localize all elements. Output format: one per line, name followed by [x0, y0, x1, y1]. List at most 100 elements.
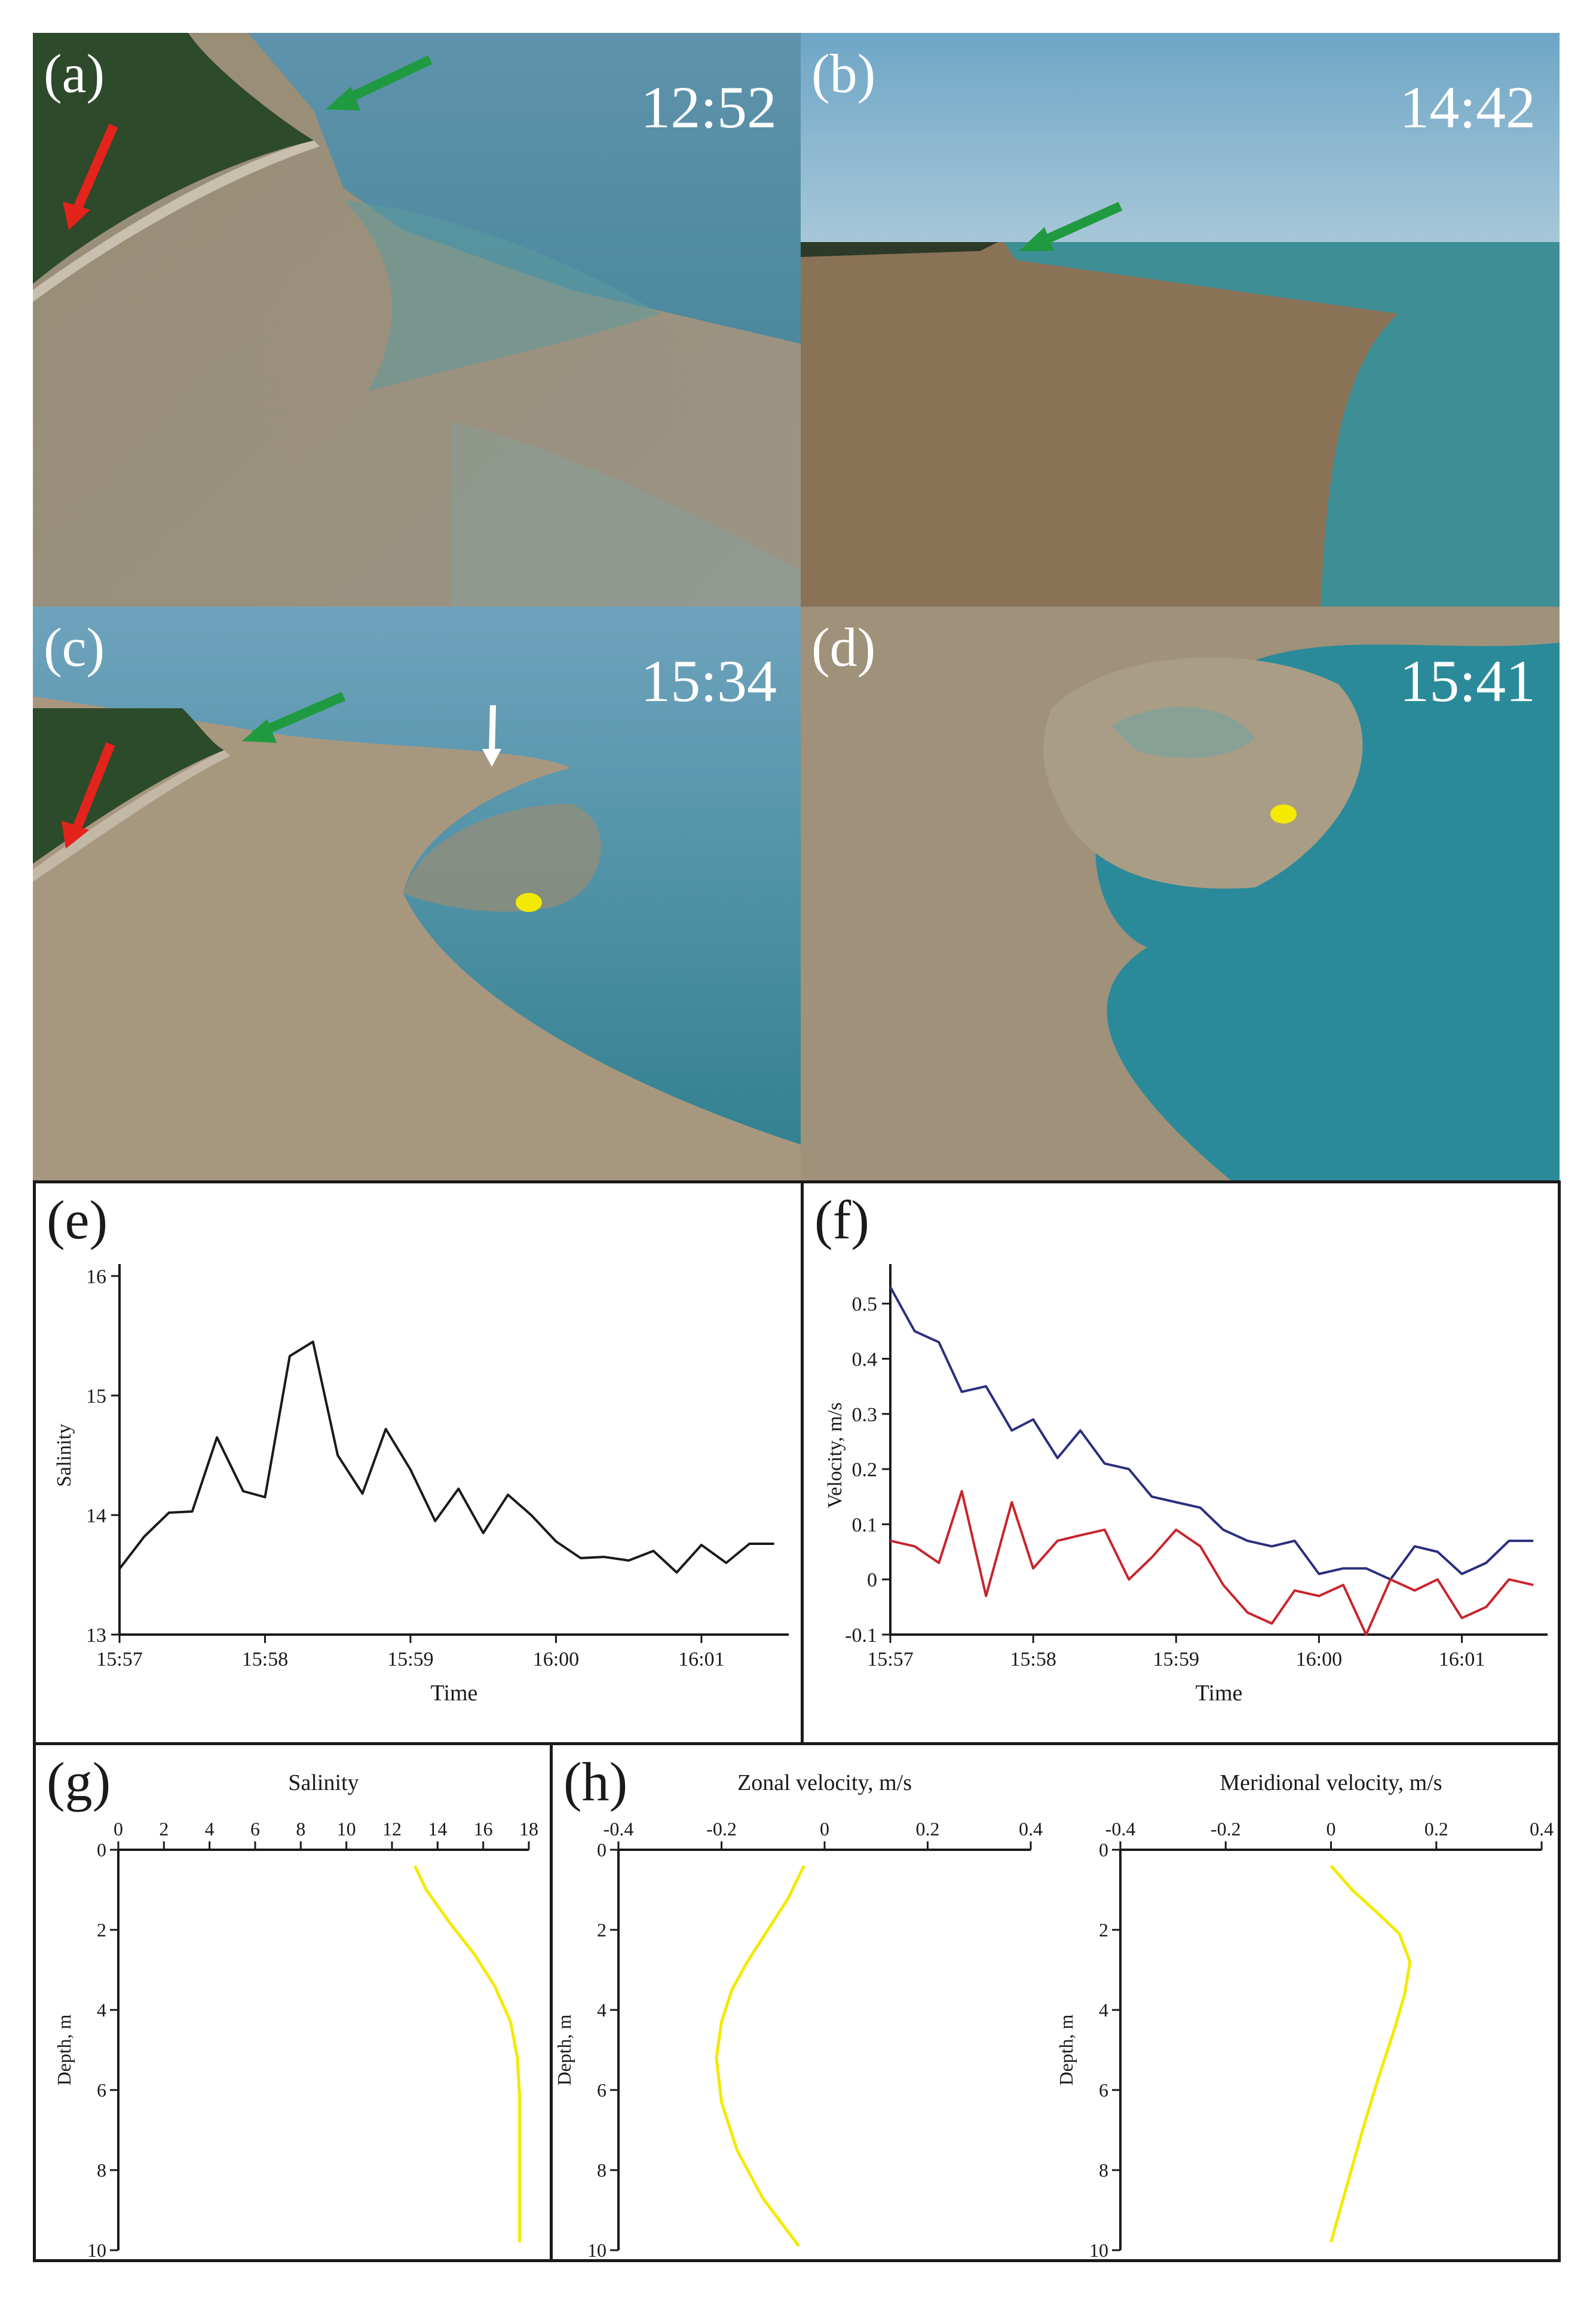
- x-tick-label: -0.4: [1105, 1818, 1136, 1840]
- velocity-time-series-chart: -0.1 0 0.1 0.2 0.3 0.4 0.5 15:57 15:58 15:59 16:00…: [814, 1189, 1548, 1706]
- y-tick-label: 0.4: [852, 1348, 878, 1370]
- measurement-point-marker: [1270, 804, 1297, 824]
- y-tick-label: 2: [97, 1919, 106, 1941]
- measurement-point-marker: [516, 893, 542, 912]
- series-line: [118, 1341, 774, 1574]
- x-tick-label: 16: [474, 1818, 493, 1840]
- y-tick-label: 10: [87, 2239, 106, 2259]
- x-tick-label: 16:01: [1439, 1648, 1485, 1670]
- x-tick-label: 12: [382, 1818, 402, 1840]
- y-tick-label: 8: [97, 2159, 106, 2181]
- arrows-c: [62, 691, 542, 912]
- y-tick-label: 0.3: [852, 1404, 878, 1426]
- chart-panel-f: -0.1 0 0.1 0.2 0.3 0.4 0.5 15:57 15:58 15:59 16:00…: [801, 1180, 1561, 1745]
- panel-label: (h): [563, 1751, 627, 1812]
- y-axis-title: Velocity, m/s: [824, 1402, 846, 1508]
- photo-d-scene: [801, 607, 1560, 1180]
- x-tick-label: 16:00: [1296, 1648, 1342, 1670]
- chart-panel-h: -0.4 -0.2 0 0.2 0.4 0 2 4 6 8 10 Zonal velocity, m/…: [550, 1742, 1561, 2262]
- green-arrow-icon: [242, 691, 346, 743]
- x-tick-label: 15:58: [242, 1648, 288, 1670]
- y-tick-label: 0.5: [852, 1293, 878, 1315]
- timestamp-b: 14:42: [1399, 74, 1536, 140]
- x-tick-label: 0: [1327, 1818, 1336, 1840]
- x-tick-label: 16:01: [678, 1648, 724, 1670]
- y-tick-label: 14: [86, 1505, 106, 1527]
- series-line: [889, 1286, 1534, 1581]
- chart-title: Salinity: [288, 1770, 359, 1795]
- green-arrow-icon: [326, 55, 433, 111]
- panel-label: (f): [814, 1189, 869, 1250]
- photo-b-scene: [801, 33, 1560, 607]
- green-arrow-icon: [1019, 201, 1123, 251]
- timestamp-c: 15:34: [641, 648, 777, 714]
- x-tick-label: 15:57: [867, 1648, 913, 1670]
- y-tick-label: 15: [86, 1385, 106, 1407]
- y-axis-title: Depth, m: [53, 2014, 75, 2085]
- photo-a-scene: [33, 33, 801, 607]
- photo-a: (a) 12:52: [33, 33, 801, 607]
- y-axis-title: Depth, m: [1055, 2014, 1077, 2085]
- timestamp-a: 12:52: [641, 74, 777, 140]
- panel-label: (g): [47, 1751, 111, 1812]
- timestamp-d: 15:41: [1399, 648, 1536, 714]
- y-tick-label: 2: [597, 1919, 606, 1941]
- y-tick-label: 6: [1099, 2079, 1108, 2101]
- y-tick-label: 0: [867, 1569, 877, 1592]
- x-tick-label: 0.4: [1530, 1818, 1554, 1840]
- salinity-time-series-chart: 13 14 15 16 15:57 15:58 15:59 16:00 16:01 Time Sal…: [47, 1189, 789, 1706]
- x-tick-label: 0: [820, 1818, 829, 1840]
- y-tick-label: 16: [86, 1266, 106, 1288]
- chart-panel-g: 0 2 4 6 8 10 12 14 16 18 0 2 4 6 8 10 Salinity Depth, m (g…: [33, 1742, 553, 2262]
- y-tick-label: 6: [597, 2079, 606, 2101]
- x-tick-label: 0: [114, 1818, 123, 1840]
- photo-c-scene: [33, 607, 801, 1180]
- x-tick-label: 16:00: [533, 1648, 579, 1670]
- markers-d: [1270, 804, 1297, 824]
- y-tick-label: 6: [97, 2079, 106, 2101]
- x-tick-label: 0.2: [1425, 1818, 1448, 1840]
- chart-title: Zonal velocity, m/s: [737, 1770, 912, 1795]
- profile-line: [413, 1865, 522, 2242]
- panel-label-d: (d): [811, 617, 876, 678]
- x-tick-label: 14: [428, 1818, 447, 1840]
- arrows-a: [63, 55, 433, 230]
- red-arrow-icon: [62, 742, 115, 849]
- series-line: [890, 1490, 1534, 1636]
- chart-panel-e: 13 14 15 16 15:57 15:58 15:59 16:00 16:01 Time Sal…: [33, 1180, 804, 1745]
- y-axis-title: Salinity: [53, 1424, 75, 1487]
- x-tick-label: 2: [159, 1818, 169, 1840]
- x-axis-title: Time: [431, 1681, 478, 1706]
- x-tick-label: 10: [337, 1818, 356, 1840]
- x-tick-label: 4: [205, 1818, 215, 1840]
- y-tick-label: 8: [1099, 2159, 1108, 2181]
- y-tick-label: 0.1: [852, 1514, 878, 1536]
- arrows-b: [1019, 201, 1123, 251]
- y-tick-label: 8: [597, 2159, 606, 2181]
- y-tick-label: 0: [1099, 1839, 1108, 1861]
- y-tick-label: 0.2: [852, 1459, 878, 1481]
- x-tick-label: -0.2: [706, 1818, 737, 1840]
- y-tick-label: 0: [597, 1839, 606, 1861]
- x-tick-label: 0.4: [1019, 1818, 1043, 1840]
- photo-b: (b) 14:42: [801, 33, 1560, 607]
- chart-title: Meridional velocity, m/s: [1220, 1770, 1442, 1795]
- y-tick-label: 10: [587, 2239, 606, 2259]
- profile-line: [715, 1865, 805, 2247]
- y-tick-label: 0: [97, 1839, 106, 1861]
- panel-label-c: (c): [44, 617, 105, 678]
- x-tick-label: 6: [250, 1818, 260, 1840]
- velocity-profile-charts: -0.4 -0.2 0 0.2 0.4 0 2 4 6 8 10 Zonal velocity, m/…: [553, 1751, 1554, 2261]
- photo-d: (d) 15:41: [801, 607, 1560, 1180]
- x-tick-label: 0.2: [916, 1818, 940, 1840]
- x-tick-label: 15:59: [387, 1648, 433, 1670]
- photo-c: (c) 15:34: [33, 607, 801, 1180]
- panel-label-b: (b): [811, 43, 876, 104]
- x-tick-label: 15:59: [1153, 1648, 1199, 1670]
- profile-line: [1330, 1865, 1412, 2243]
- salinity-profile-chart: 0 2 4 6 8 10 12 14 16 18 0 2 4 6 8 10 Salinity Depth, m (g…: [47, 1751, 538, 2261]
- y-tick-label: 4: [597, 1999, 606, 2021]
- y-tick-label: 10: [1089, 2239, 1108, 2259]
- x-tick-label: 15:58: [1010, 1648, 1056, 1670]
- y-tick-label: 2: [1099, 1919, 1108, 1941]
